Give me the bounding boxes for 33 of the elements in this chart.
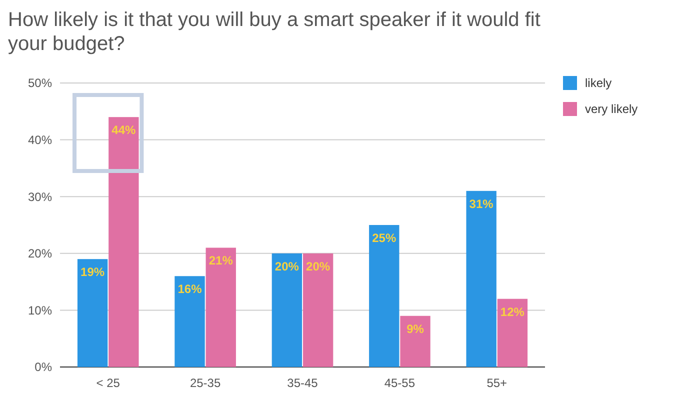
data-label: 44%: [112, 123, 136, 138]
x-tick-label: 55+: [486, 376, 508, 390]
y-tick-label: 50%: [28, 76, 52, 90]
x-tick-label: 25-35: [190, 376, 221, 390]
bar: [302, 253, 334, 367]
bar: [174, 276, 205, 367]
y-tick-label: 30%: [28, 190, 52, 204]
bar: [497, 298, 528, 367]
bar: [206, 248, 236, 367]
bar: [369, 225, 400, 367]
data-label: 16%: [178, 282, 202, 296]
data-label: 20%: [274, 259, 300, 274]
data-label: 31%: [469, 196, 494, 211]
bar: [77, 259, 108, 367]
x-tick-label: 35-45: [287, 376, 318, 390]
bar: [272, 253, 302, 367]
data-label: 20%: [306, 259, 330, 274]
y-tick-label: 20%: [28, 246, 52, 261]
x-tick-label: 45-55: [384, 376, 416, 390]
legend-label: likely: [585, 76, 612, 90]
data-label: 25%: [372, 231, 396, 245]
data-label: 21%: [208, 254, 234, 268]
legend-label: very likely: [585, 102, 638, 116]
y-tick-label: 10%: [28, 303, 52, 318]
y-tick-label: 40%: [28, 133, 52, 147]
y-tick-label: 0%: [34, 360, 52, 374]
bar: [400, 316, 430, 367]
bar: [466, 190, 496, 367]
data-label: 12%: [500, 304, 525, 319]
data-label: 19%: [80, 265, 105, 280]
data-label: 9%: [406, 322, 424, 336]
x-tick-label: < 25: [96, 376, 120, 390]
chart-title: How likely is it that you will buy a smart speaker if it would fit your budget?: [8, 9, 541, 55]
